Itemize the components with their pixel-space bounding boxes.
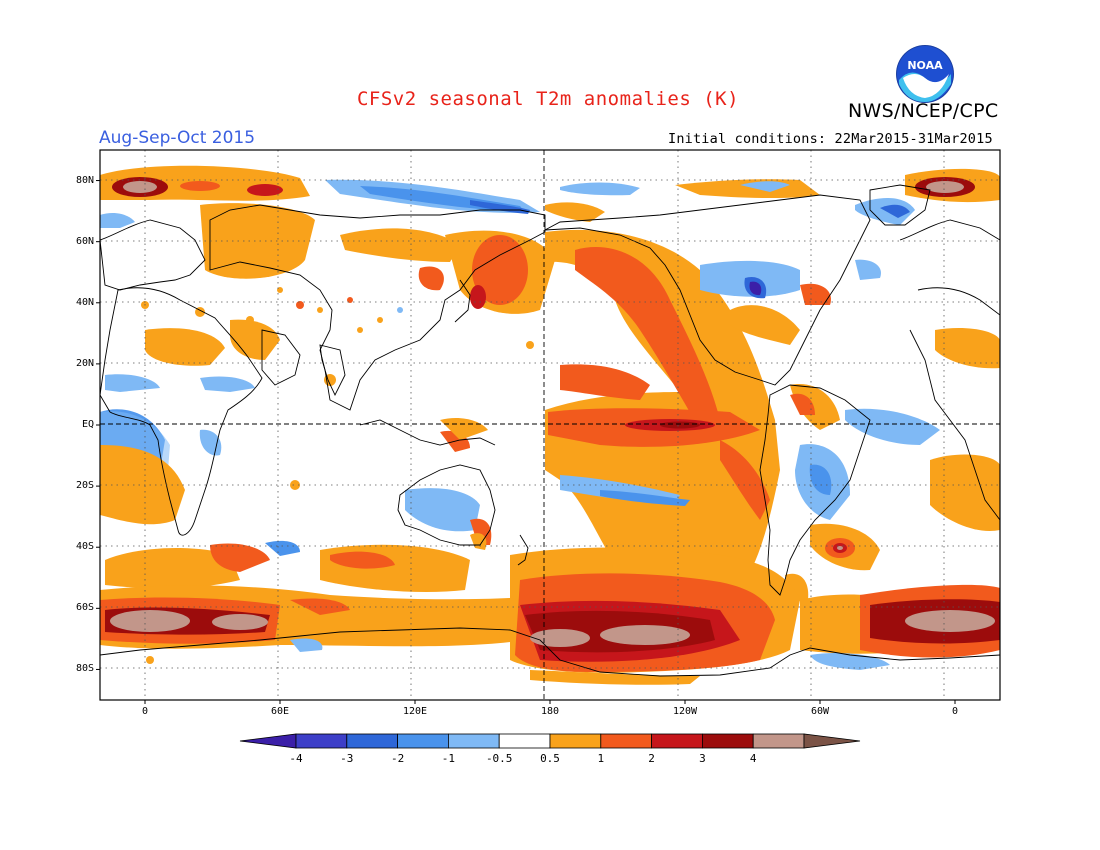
lon-label: 60E <box>270 706 290 717</box>
colorbar-swatch <box>498 733 551 749</box>
new-zealand <box>517 534 529 566</box>
noaa-logo: NOAA <box>896 45 954 103</box>
colorbar-swatch <box>346 733 398 749</box>
eurasia-anomalies <box>100 203 555 314</box>
asia-coast <box>209 204 546 411</box>
lat-label: EQ <box>81 419 94 430</box>
initial-conditions-label: Initial conditions: 22Mar2015-31Mar2015 <box>668 131 993 147</box>
coastlines <box>100 184 1000 677</box>
lon-label: 0 <box>951 706 959 717</box>
indo-pacific-anomalies <box>210 418 492 592</box>
anomaly-shading <box>100 165 1000 685</box>
colorbar-label: -4 <box>289 752 303 765</box>
australia-coast <box>397 464 496 546</box>
pacific-anomalies <box>545 229 780 594</box>
africa-right-coast <box>917 287 1000 316</box>
colorbar-swatch <box>752 733 805 749</box>
europe-coast <box>100 219 206 291</box>
lon-label: 0 <box>141 706 149 717</box>
lat-label: 40N <box>75 296 94 308</box>
colorbar-swatch <box>295 733 348 749</box>
colorbar-swatch <box>397 733 449 749</box>
lat-label: 40S <box>75 541 94 553</box>
lat-label: 80N <box>75 174 94 186</box>
noaa-logo-text: NOAA <box>907 59 943 72</box>
arabia-coast <box>261 329 301 386</box>
colorbar-label: 4 <box>749 752 757 765</box>
india-coast <box>319 344 346 397</box>
africa-coast <box>100 287 263 536</box>
colorbar-label: -2 <box>390 752 405 765</box>
colorbar-label: -1 <box>441 752 456 765</box>
colorbar-max-arrow <box>803 733 861 749</box>
sa-coast <box>759 384 871 596</box>
lon-label: 180 <box>540 706 560 717</box>
japan-coast <box>454 279 471 323</box>
agency-label: NWS/NCEP/CPC <box>848 100 999 122</box>
graticule <box>100 150 1000 700</box>
maritime-se-asia <box>359 419 496 446</box>
colorbar-label: -0.5 <box>485 752 513 765</box>
lat-label: 20N <box>75 357 94 369</box>
na-coast <box>544 194 871 386</box>
lat-label: 60N <box>75 235 94 247</box>
colorbar-swatch <box>600 733 652 749</box>
lat-label: 20S <box>75 480 94 492</box>
lon-label: 120E <box>402 706 428 717</box>
season-label: Aug-Sep-Oct 2015 <box>99 128 256 148</box>
colorbar-swatch <box>702 733 754 749</box>
colorbar-swatch <box>549 733 602 749</box>
colorbar-swatch <box>651 733 703 749</box>
greenland-coast <box>869 184 931 226</box>
lat-label: 80S <box>75 663 94 675</box>
europe-right-coast <box>899 219 1000 241</box>
colorbar <box>239 733 861 749</box>
colorbar-label: 3 <box>699 752 706 765</box>
lat-label: 60S <box>75 602 94 614</box>
africa-right-body <box>909 329 1000 521</box>
arctic-anomalies <box>100 165 1000 225</box>
lon-label: 60W <box>810 706 830 717</box>
colorbar-label: 2 <box>648 752 655 765</box>
africa-anomalies <box>100 319 1000 589</box>
southern-ocean-anomalies <box>100 547 1000 685</box>
antarctica-coast <box>100 627 1000 677</box>
axis-ticks <box>96 180 956 704</box>
colorbar-min-arrow <box>239 733 297 749</box>
colorbar-label: 1 <box>597 752 605 765</box>
colorbar-swatch <box>447 733 500 749</box>
lon-label: 120W <box>672 706 698 717</box>
colorbar-label: -3 <box>340 752 354 765</box>
colorbar-label: 0.5 <box>540 752 560 765</box>
map-title: CFSv2 seasonal T2m anomalies (K) <box>356 88 740 110</box>
